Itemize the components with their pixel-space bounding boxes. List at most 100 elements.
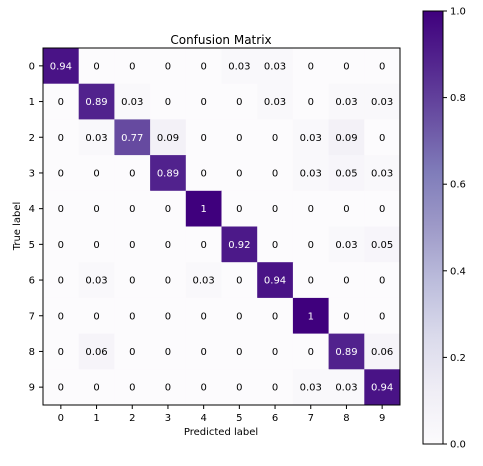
heatmap-cell: [43, 262, 80, 299]
cell-value-label: 1: [200, 204, 206, 215]
heatmap-cell: [43, 333, 80, 370]
cell-value-label: 0: [165, 311, 171, 322]
cell-value-label: 0: [165, 347, 171, 358]
cell-value-label: 0.03: [300, 383, 322, 394]
heatmap-cell: [257, 83, 294, 120]
heatmap-cell: [364, 119, 401, 156]
cell-value-label: 0.03: [264, 97, 286, 108]
x-tick-label: 6: [272, 413, 278, 424]
heatmap-cell: [221, 48, 258, 85]
heatmap-cell: [114, 190, 151, 227]
x-tick-label: 9: [379, 413, 385, 424]
cell-value-label: 0: [129, 204, 135, 215]
y-tick-label: 8: [29, 347, 35, 358]
heatmap-cell: [328, 369, 365, 406]
cell-value-label: 0: [200, 383, 206, 394]
heatmap-cell: [328, 262, 365, 299]
cell-value-label: 0.09: [157, 133, 179, 144]
heatmap-cell: [292, 190, 330, 227]
heatmap-cell: [114, 83, 151, 120]
cell-value-label: 0: [379, 133, 385, 144]
heatmap-cell: [78, 48, 115, 85]
x-tick-label: 4: [200, 413, 206, 424]
cell-value-label: 0: [379, 276, 385, 287]
heatmap-cell: [328, 119, 365, 156]
colorbar-tick-label: 0.6: [450, 180, 466, 191]
x-tick-label: 3: [165, 413, 171, 424]
cell-value-label: 0.03: [335, 383, 357, 394]
heatmap-cell: [257, 155, 294, 192]
heatmap-cell: [150, 333, 187, 370]
heatmap-cell: [221, 83, 258, 120]
heatmap-cell: [328, 333, 365, 370]
heatmap-cell: [185, 83, 222, 120]
cell-value-label: 1: [308, 311, 314, 322]
cell-value-label: 0.06: [371, 347, 393, 358]
cell-value-label: 0: [165, 61, 171, 72]
cell-value-label: 0: [200, 97, 206, 108]
cell-value-label: 0.03: [371, 168, 393, 179]
heatmap-cell: [364, 155, 401, 192]
heatmap-cell: [364, 297, 401, 335]
heatmap-cell: [43, 119, 80, 156]
cell-value-label: 0: [379, 204, 385, 215]
y-tick-label: 2: [29, 133, 35, 144]
heatmap-cell: [328, 155, 365, 192]
cell-value-label: 0: [58, 168, 64, 179]
heatmap-cell: [114, 262, 151, 299]
heatmap-cell: [185, 226, 222, 263]
cell-value-label: 0.03: [85, 276, 107, 287]
heatmap-cell: [364, 83, 401, 120]
y-tick-label: 5: [29, 240, 35, 251]
cell-value-label: 0: [272, 383, 278, 394]
heatmap-cell: [43, 48, 80, 85]
cell-value-label: 0: [308, 97, 314, 108]
heatmap-cell: [43, 226, 80, 263]
heatmap-cell: [364, 190, 401, 227]
cell-value-label: 0: [93, 168, 99, 179]
cell-value-label: 0: [272, 311, 278, 322]
cell-value-label: 0: [200, 61, 206, 72]
cell-value-label: 0.94: [264, 276, 286, 287]
heatmap-cell: [43, 297, 80, 335]
heatmap-cell: [364, 333, 401, 370]
cell-value-label: 0: [272, 204, 278, 215]
heatmap-cell: [78, 226, 115, 263]
cell-value-label: 0: [93, 240, 99, 251]
cell-value-label: 0: [308, 347, 314, 358]
heatmap-cell: [78, 119, 115, 156]
cell-value-label: 0.03: [300, 133, 322, 144]
heatmap-cell: [292, 226, 330, 263]
cell-value-label: 0.92: [228, 240, 250, 251]
heatmap-cell: [364, 369, 401, 406]
heatmap-cell: [78, 83, 115, 120]
cell-value-label: 0: [343, 61, 349, 72]
heatmap-cell: [150, 190, 187, 227]
cell-value-label: 0: [200, 347, 206, 358]
y-tick-label: 6: [29, 276, 35, 287]
cell-value-label: 0: [236, 97, 242, 108]
heatmap-cell: [185, 119, 222, 156]
cell-value-label: 0: [308, 240, 314, 251]
heatmap-cell: [292, 333, 330, 370]
cell-value-label: 0: [308, 204, 314, 215]
cell-value-label: 0.09: [335, 133, 357, 144]
cell-value-label: 0: [58, 204, 64, 215]
cell-value-label: 0: [93, 204, 99, 215]
heatmap-cell: [257, 297, 294, 335]
cell-value-label: 0: [343, 276, 349, 287]
colorbar-tick-label: 0.2: [450, 353, 466, 364]
heatmap-cell: [150, 226, 187, 263]
heatmap-cell: [150, 119, 187, 156]
heatmap-cell: [328, 190, 365, 227]
heatmap-cell: [78, 155, 115, 192]
heatmap-cell: [78, 333, 115, 370]
x-tick-label: 0: [58, 413, 64, 424]
cell-value-label: 0: [236, 133, 242, 144]
heatmap-cell: [150, 83, 187, 120]
colorbar-tick-label: 0.0: [450, 440, 466, 451]
colorbar-tick-label: 0.8: [450, 93, 466, 104]
cell-value-label: 0: [165, 383, 171, 394]
cell-value-label: 0.03: [264, 61, 286, 72]
